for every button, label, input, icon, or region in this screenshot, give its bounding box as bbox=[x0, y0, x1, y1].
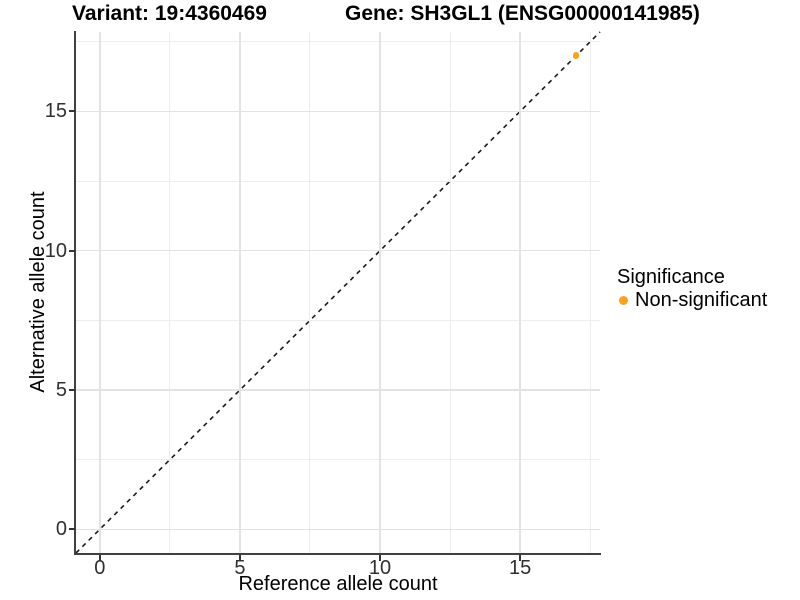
y-gridline-minor bbox=[76, 180, 600, 182]
x-gridline-minor bbox=[449, 32, 451, 553]
y-gridline-minor bbox=[76, 319, 600, 321]
y-gridline-major bbox=[76, 389, 600, 391]
x-tick-label: 15 bbox=[509, 557, 532, 579]
identity-line bbox=[75, 31, 601, 554]
x-gridline-major bbox=[379, 32, 381, 553]
x-gridline-minor bbox=[309, 32, 311, 553]
y-gridline-minor bbox=[76, 459, 600, 461]
data-point bbox=[572, 52, 580, 59]
y-axis-title: Alternative allele count bbox=[27, 191, 49, 393]
legend-title: Significance bbox=[617, 266, 725, 288]
x-gridline-minor bbox=[589, 32, 591, 553]
x-tick bbox=[379, 555, 382, 561]
x-axis-line bbox=[74, 553, 601, 555]
plot-panel bbox=[75, 31, 601, 554]
x-gridline-minor bbox=[169, 32, 171, 553]
x-gridline-major bbox=[239, 32, 241, 553]
y-gridline-major bbox=[76, 249, 600, 252]
y-gridline-major bbox=[76, 528, 600, 531]
x-axis-title: Reference allele count bbox=[238, 573, 438, 595]
x-tick bbox=[238, 555, 241, 561]
y-tick bbox=[69, 249, 75, 252]
y-tick-label: 0 bbox=[55, 518, 67, 541]
y-tick-label: 10 bbox=[44, 239, 67, 262]
y-tick-label: 15 bbox=[44, 100, 67, 123]
legend: Significance Non-significant bbox=[616, 266, 800, 311]
legend-item-non-significant: Non-significant bbox=[616, 289, 800, 311]
legend-item-label: Non-significant bbox=[635, 289, 768, 311]
legend-dot-icon bbox=[619, 295, 628, 305]
x-tick-label: 0 bbox=[94, 557, 106, 579]
y-gridline-minor bbox=[76, 41, 600, 43]
x-gridline-major bbox=[99, 32, 101, 553]
x-tick bbox=[98, 555, 101, 561]
y-gridline-major bbox=[76, 110, 600, 113]
x-tick-label: 10 bbox=[368, 557, 392, 579]
variant-title: Variant: 19:4360469 bbox=[72, 2, 267, 25]
y-tick-label: 5 bbox=[55, 379, 67, 401]
y-tick bbox=[69, 528, 75, 531]
y-tick bbox=[69, 110, 75, 113]
x-tick bbox=[519, 555, 522, 561]
gene-title: Gene: SH3GL1 (ENSG00000141985) bbox=[345, 2, 700, 25]
y-tick bbox=[69, 389, 75, 391]
x-tick-label: 5 bbox=[234, 557, 246, 579]
y-axis-line bbox=[74, 31, 76, 555]
x-gridline-major bbox=[519, 32, 521, 553]
